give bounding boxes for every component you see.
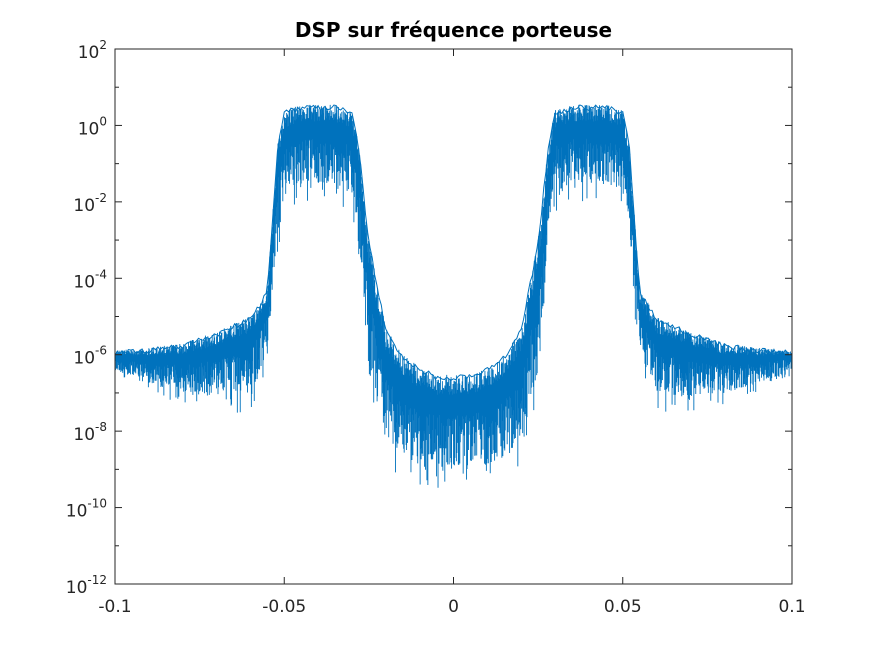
- chart-title: DSP sur fréquence porteuse: [294, 18, 613, 42]
- y-tick-base: 10: [73, 425, 95, 445]
- y-tick-label: 10-6: [73, 344, 107, 369]
- series-layer: [115, 104, 792, 488]
- tick-layer: -0.1 -0.05 0 0.05 0.110-1210-1010-810-610-41…: [66, 38, 806, 617]
- y-tick-base: 10: [78, 43, 100, 63]
- y-tick-label: 100: [78, 114, 107, 139]
- x-tick-label: 0.05: [604, 597, 642, 617]
- y-tick-base: 10: [73, 196, 95, 216]
- series-line: [115, 104, 792, 488]
- y-tick-base: 10: [66, 578, 88, 598]
- y-tick-exponent: -4: [95, 267, 107, 281]
- series-envelope: [115, 104, 792, 381]
- y-tick-base: 10: [73, 349, 95, 369]
- y-tick-label: 10-12: [66, 573, 107, 598]
- y-tick-exponent: 2: [99, 38, 107, 52]
- plot-area: [115, 49, 792, 584]
- y-tick-label: 10-10: [66, 497, 107, 522]
- x-tick-label: -0.1: [98, 597, 131, 617]
- y-tick-exponent: -10: [87, 497, 107, 511]
- y-tick-label: 10-8: [73, 420, 107, 445]
- y-tick-base: 10: [78, 119, 100, 139]
- x-tick-label: -0.05: [262, 597, 306, 617]
- y-tick-label: 102: [78, 38, 107, 63]
- y-tick-base: 10: [73, 272, 95, 292]
- y-tick-label: 10-2: [73, 191, 107, 216]
- y-tick-exponent: -12: [87, 573, 107, 587]
- x-tick-label: 0: [448, 597, 459, 617]
- y-tick-exponent: -8: [95, 420, 107, 434]
- x-tick-label: 0.1: [778, 597, 805, 617]
- y-tick-exponent: 0: [99, 114, 107, 128]
- y-tick-base: 10: [66, 502, 88, 522]
- y-tick-label: 10-4: [73, 267, 107, 292]
- y-tick-exponent: -2: [95, 191, 107, 205]
- y-tick-exponent: -6: [95, 344, 107, 358]
